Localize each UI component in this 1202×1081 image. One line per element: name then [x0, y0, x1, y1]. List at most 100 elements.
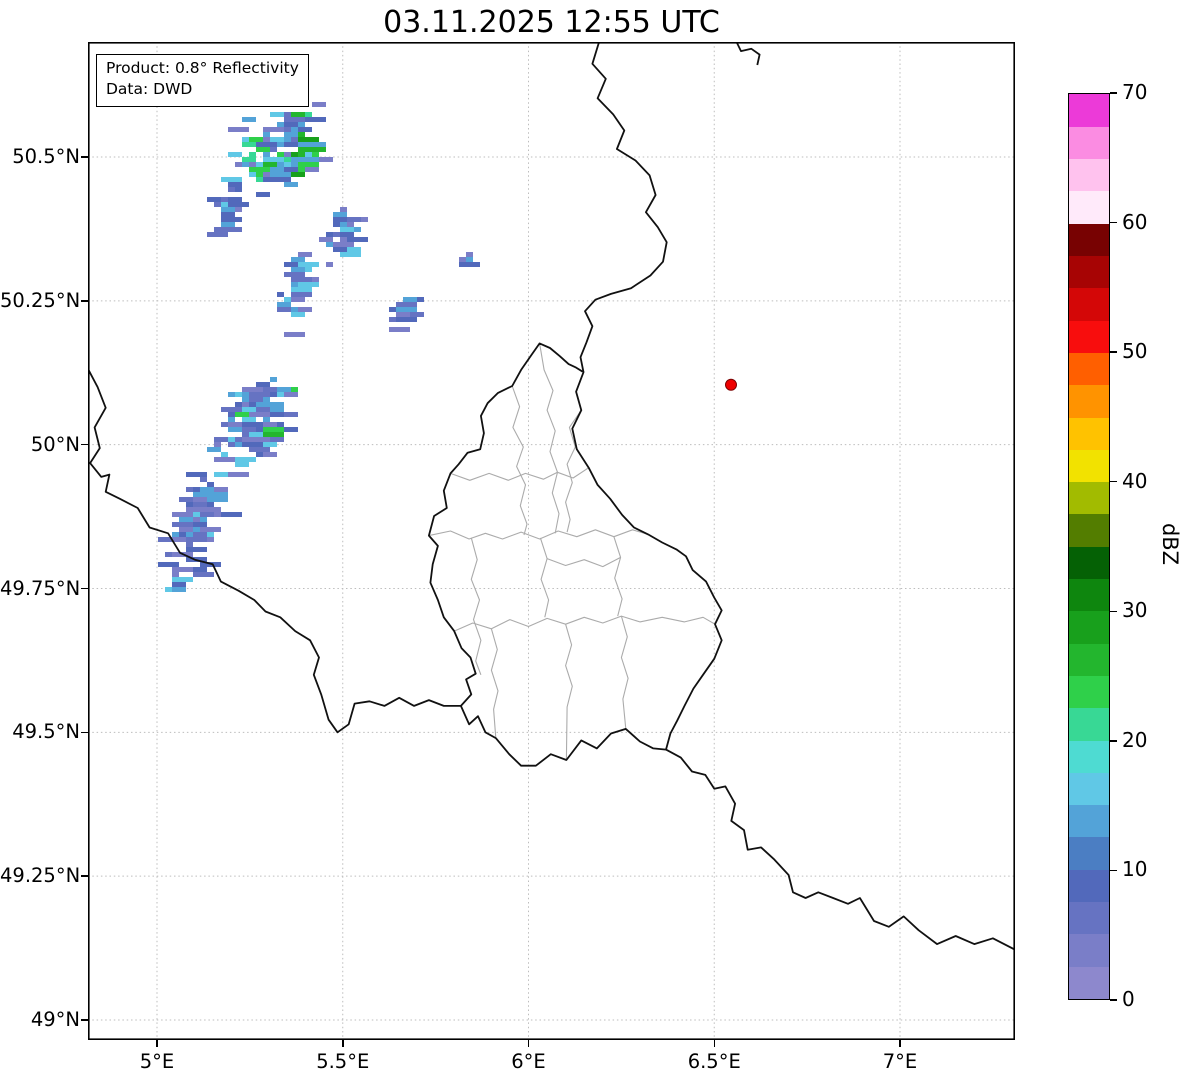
region-border: [539, 343, 560, 534]
colorbar-segment: [1069, 610, 1109, 644]
colorbar-tick-label: 0: [1122, 987, 1135, 1011]
x-axis-tick-label: 6°E: [511, 1050, 546, 1073]
colorbar-segment: [1069, 513, 1109, 547]
region-border: [450, 467, 590, 481]
region-border: [511, 385, 528, 536]
border-luxembourg: [428, 342, 723, 767]
y-axis-tick-label: 50.5°N: [12, 145, 80, 168]
colorbar-tick: [1110, 999, 1117, 1001]
colorbar-segment: [1069, 223, 1109, 257]
colorbar-tick: [1110, 610, 1117, 613]
map-canvas: [88, 42, 1015, 1040]
colorbar-segment: [1069, 643, 1109, 676]
region-border: [453, 615, 716, 632]
colorbar-tick-label: 70: [1122, 80, 1148, 104]
y-axis-tick-label: 49.25°N: [0, 864, 81, 888]
colorbar-tick: [1110, 480, 1117, 483]
border-fr_be: [88, 368, 461, 734]
colorbar-tick: [1110, 351, 1117, 353]
y-axis-tick-label: 49.75°N: [0, 576, 81, 600]
colorbar-segment: [1069, 772, 1109, 806]
radar-site-marker: [725, 378, 737, 391]
colorbar-segment: [1069, 481, 1109, 515]
colorbar: [1068, 93, 1110, 1000]
colorbar-segment: [1069, 836, 1109, 870]
colorbar-segment: [1069, 740, 1109, 773]
colorbar-tick: [1110, 740, 1117, 742]
region-border: [565, 409, 582, 533]
region-border: [490, 628, 499, 739]
figure-title: 03.11.2025 12:55 UTC: [383, 5, 720, 40]
border-be_de: [579, 42, 668, 373]
colorbar-segment: [1069, 449, 1109, 483]
colorbar-tick-label: 10: [1122, 857, 1148, 882]
y-axis-tick: [81, 875, 88, 877]
x-axis-tick: [899, 1040, 901, 1047]
x-axis-tick-label: 6.5°E: [687, 1050, 741, 1073]
colorbar-segment: [1069, 933, 1109, 967]
region-border: [546, 556, 621, 568]
colorbar-tick: [1110, 221, 1117, 224]
colorbar-segment: [1069, 190, 1109, 224]
colorbar-segment: [1069, 320, 1109, 353]
y-axis-tick-label: 50°N: [30, 432, 80, 456]
border-fr_de: [665, 748, 1015, 951]
colorbar-segment: [1069, 901, 1109, 935]
colorbar-segment: [1069, 966, 1109, 999]
colorbar-tick-label: 20: [1122, 727, 1148, 752]
region-border: [428, 529, 649, 540]
y-axis-tick-label: 50.25°N: [0, 288, 81, 312]
colorbar-segment: [1069, 578, 1109, 612]
y-axis-tick: [81, 587, 88, 590]
grid-layer: [88, 42, 1015, 1040]
colorbar-segment: [1069, 287, 1109, 321]
y-axis-tick-label: 49°N: [30, 1008, 80, 1031]
colorbar-segment: [1069, 546, 1109, 580]
x-axis-tick-label: 5.5°E: [316, 1050, 370, 1073]
marker-layer: [88, 42, 1015, 1040]
annotation-product-line: Product: 0.8° Reflectivity: [106, 59, 299, 77]
colorbar-segment: [1069, 417, 1109, 450]
country-border-layer: [88, 42, 1015, 951]
x-axis-tick: [713, 1040, 715, 1047]
product-annotation-box: Product: 0.8° Reflectivity Data: DWD: [96, 54, 309, 107]
y-axis-tick: [81, 156, 88, 158]
colorbar-segment: [1069, 384, 1109, 418]
border-fragment_ne: [735, 42, 761, 66]
colorbar-segment: [1069, 804, 1109, 838]
colorbar-segment: [1069, 94, 1109, 127]
colorbar-segment: [1069, 126, 1109, 160]
plot-frame: [88, 42, 1015, 1040]
colorbar-segment: [1069, 675, 1109, 709]
region-border: [613, 536, 623, 617]
colorbar-segment: [1069, 158, 1109, 192]
colorbar-tick-label: 30: [1122, 598, 1148, 623]
x-axis-tick: [156, 1040, 158, 1047]
x-axis-tick: [527, 1040, 530, 1047]
radar-echo-layer: [158, 102, 480, 592]
x-axis-tick: [342, 1040, 344, 1047]
y-axis-tick: [81, 731, 88, 734]
region-border-layer: [428, 343, 716, 761]
region-border: [470, 537, 482, 675]
y-axis-tick: [81, 300, 88, 302]
region-border: [539, 537, 550, 618]
colorbar-segment: [1069, 707, 1109, 741]
colorbar-segment: [1069, 352, 1109, 386]
colorbar-tick-label: 60: [1122, 209, 1148, 234]
region-border: [565, 624, 573, 761]
colorbar-tick-label: 50: [1122, 339, 1148, 364]
y-axis-tick: [81, 1019, 88, 1021]
colorbar-tick-label: 40: [1122, 468, 1148, 493]
y-axis-tick: [81, 443, 88, 446]
colorbar-segment: [1069, 255, 1109, 289]
x-axis-tick-label: 7°E: [882, 1050, 918, 1073]
colorbar-tick: [1110, 92, 1117, 94]
annotation-source-line: Data: DWD: [106, 80, 193, 99]
x-axis-tick-label: 5°E: [139, 1050, 175, 1073]
region-border: [620, 615, 629, 729]
colorbar-unit-label: dBZ: [1158, 522, 1182, 566]
colorbar-segment: [1069, 869, 1109, 903]
y-axis-tick-label: 49.5°N: [12, 720, 80, 744]
